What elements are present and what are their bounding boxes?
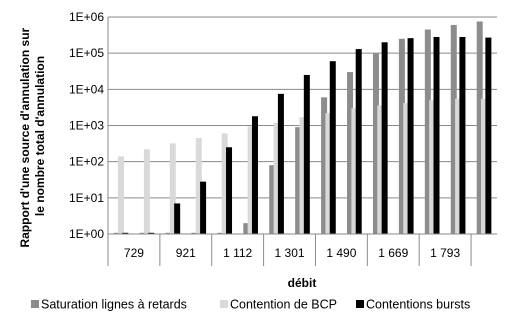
bar — [226, 147, 233, 234]
bar — [174, 203, 181, 234]
bar — [476, 21, 483, 234]
bar — [117, 156, 124, 234]
bar — [113, 232, 120, 234]
bar — [347, 72, 354, 234]
x-tick-label: 1 490 — [326, 246, 356, 260]
x-tick-label: 1 669 — [378, 246, 408, 260]
bar — [148, 232, 155, 234]
bar — [221, 133, 228, 234]
x-tick-label: 1 793 — [430, 246, 460, 260]
bar — [277, 93, 284, 234]
bar — [251, 116, 258, 234]
legend-label: Saturation lignes à retards — [41, 298, 187, 312]
bar — [243, 223, 250, 234]
y-tick-label: 1E+03 — [69, 119, 104, 133]
bar — [143, 149, 150, 234]
bar — [247, 126, 254, 234]
bars — [113, 21, 492, 235]
bar — [195, 138, 202, 234]
bar — [165, 232, 172, 234]
x-tick-label: 1 112 — [223, 246, 252, 260]
y-tick-label: 1E+05 — [69, 46, 104, 60]
legend: Saturation lignes à retards Contention de… — [31, 298, 470, 312]
bar — [433, 36, 440, 234]
bar — [321, 97, 328, 234]
bar — [303, 74, 310, 234]
y-tick-labels: 1E+00 1E+01 1E+02 1E+03 1E+04 1E+05 1E+06 — [69, 10, 104, 241]
y-axis-label-line-1: Rapport d'une source d'annulation sur — [18, 27, 32, 247]
bar — [403, 102, 410, 235]
x-tick-label: 729 — [124, 246, 144, 260]
bar — [122, 232, 129, 234]
bar — [269, 165, 276, 234]
bar — [139, 232, 146, 234]
y-tick-label: 1E+04 — [69, 82, 104, 96]
legend-label: Contention de BCP — [230, 298, 337, 312]
bar — [381, 42, 388, 234]
bar — [455, 98, 462, 234]
bar — [429, 100, 436, 234]
bar — [459, 36, 466, 234]
bar — [424, 29, 431, 234]
bar — [481, 98, 488, 234]
bar — [485, 37, 492, 234]
x-tick-label: 921 — [176, 246, 196, 260]
bar — [299, 117, 306, 234]
bar — [273, 122, 280, 234]
axes — [107, 17, 497, 266]
y-tick-label: 1E+02 — [69, 155, 104, 169]
y-axis-label-line-2: le nombre total d'annulation — [33, 56, 47, 216]
bar — [398, 38, 405, 234]
bar — [325, 113, 332, 234]
x-tick-label: 1 301 — [275, 246, 305, 260]
bar — [217, 232, 224, 234]
bar — [377, 105, 384, 234]
bar — [329, 61, 336, 234]
bar — [372, 53, 379, 234]
legend-swatch — [31, 300, 39, 308]
bar — [200, 181, 207, 234]
bar — [407, 38, 414, 234]
legend-swatch — [220, 300, 228, 308]
legend-label: Contentions bursts — [366, 298, 470, 312]
bar — [295, 127, 302, 234]
legend-swatch — [356, 300, 364, 308]
bar — [450, 25, 457, 234]
y-axis-label: Rapport d'une source d'annulation sur le… — [18, 24, 47, 247]
x-axis-label: débit — [288, 276, 317, 290]
bar — [351, 108, 358, 234]
bar — [169, 143, 176, 234]
y-tick-label: 1E+06 — [69, 10, 104, 24]
y-tick-label: 1E+00 — [69, 227, 104, 241]
x-tick-labels: 729 921 1 112 1 301 1 490 1 669 1 793 — [124, 246, 461, 260]
y-tick-label: 1E+01 — [69, 191, 104, 205]
bar — [191, 232, 198, 234]
bar — [355, 49, 362, 234]
